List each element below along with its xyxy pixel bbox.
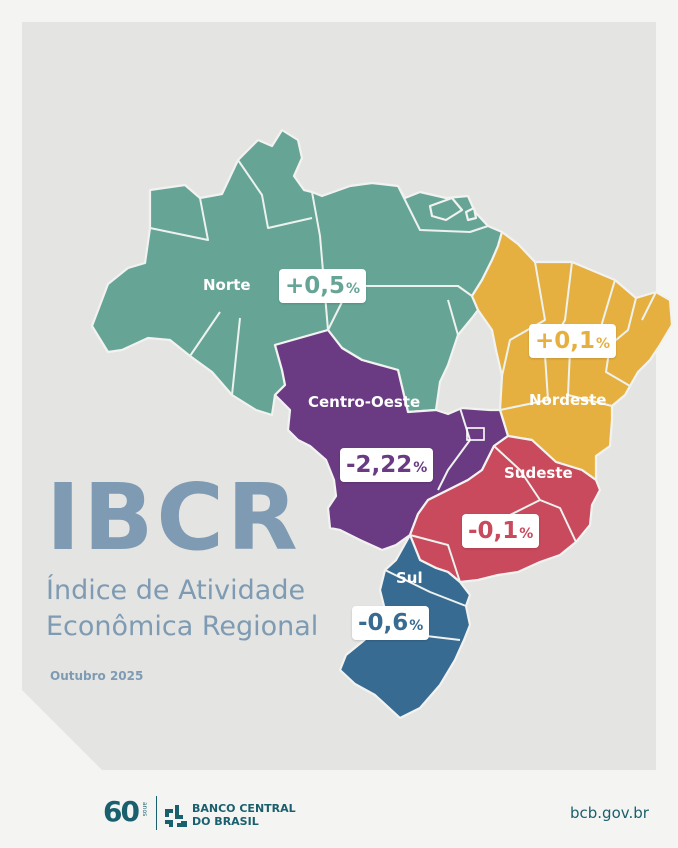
bank-name-line-1: BANCO CENTRAL — [192, 802, 296, 815]
value-nordeste: +0,1 — [535, 328, 596, 354]
value-norte: +0,5 — [285, 273, 346, 299]
region-label-centro-oeste: Centro-Oeste — [308, 393, 421, 411]
value-sudeste: -0,1 — [468, 518, 519, 544]
website-link[interactable]: bcb.gov.br — [570, 804, 649, 822]
value-box-sudeste: -0,1% — [462, 514, 540, 548]
unit-nordeste: % — [596, 336, 611, 352]
period-label: Outubro 2025 — [50, 669, 144, 683]
value-box-nordeste: +0,1% — [529, 324, 617, 358]
card-corner-cut — [22, 690, 103, 771]
region-label-nordeste: Nordeste — [529, 391, 607, 409]
subtitle-line-2: Econômica Regional — [46, 611, 319, 642]
region-label-sul: Sul — [396, 569, 423, 587]
subtitle-line-1: Índice de Atividade — [46, 575, 306, 606]
unit-centro-oeste: % — [413, 460, 428, 476]
unit-sul: % — [409, 618, 424, 634]
bank-name: BANCO CENTRAL DO BRASIL — [192, 802, 296, 828]
anniversary-logo: 60 — [103, 795, 140, 828]
marajo-island — [428, 196, 464, 222]
value-box-norte: +0,5% — [279, 269, 367, 303]
footer-divider — [156, 796, 157, 830]
region-label-sudeste: Sudeste — [504, 464, 573, 482]
page-title: IBCR — [46, 464, 301, 571]
bank-name-line-2: DO BRASIL — [192, 815, 259, 828]
region-label-norte: Norte — [203, 276, 251, 294]
bank-logo-icon — [165, 805, 187, 827]
unit-norte: % — [346, 281, 361, 297]
coastal-islet — [464, 206, 478, 222]
region-shape-sudeste — [408, 434, 602, 584]
federal-district — [466, 427, 485, 441]
unit-sudeste: % — [519, 526, 534, 542]
value-centro-oeste: -2,22 — [346, 452, 413, 478]
value-sul: -0,6 — [358, 610, 409, 636]
anniversary-suffix: anos — [141, 802, 148, 817]
value-box-centro-oeste: -2,22% — [340, 448, 434, 482]
value-box-sul: -0,6% — [352, 606, 430, 640]
